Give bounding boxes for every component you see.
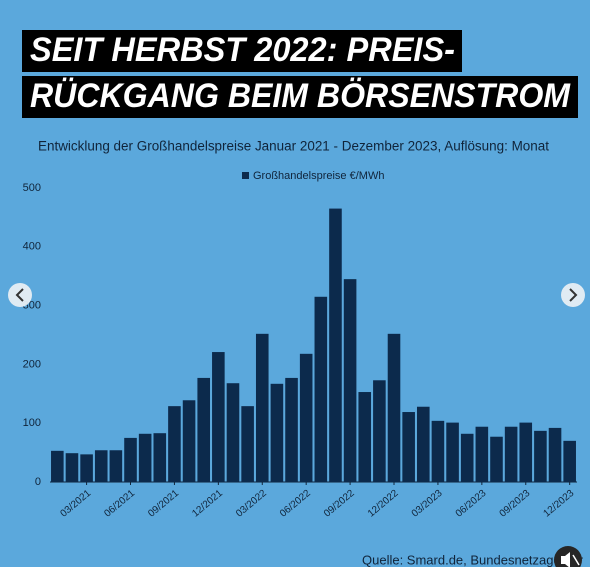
bar — [285, 377, 298, 482]
bar — [329, 208, 342, 482]
next-button[interactable] — [561, 283, 585, 307]
bar — [212, 352, 225, 482]
bar — [504, 426, 518, 482]
title-line: SEIT HERBST 2022: PREIS- — [30, 31, 455, 69]
bar — [65, 453, 79, 482]
title-box — [22, 76, 578, 118]
bar — [80, 454, 93, 482]
y-tick-label: 400 — [23, 241, 41, 253]
bar — [138, 433, 152, 482]
legend-swatch — [242, 172, 249, 179]
bar — [460, 433, 474, 482]
bar — [490, 436, 503, 482]
bar — [563, 440, 576, 482]
title-box — [22, 30, 462, 72]
bar — [373, 380, 386, 482]
bar — [314, 296, 328, 482]
bar — [255, 333, 269, 482]
bar — [94, 450, 108, 482]
y-tick-label: 100 — [23, 417, 41, 429]
prev-button[interactable] — [8, 283, 32, 307]
bar — [124, 437, 137, 482]
y-tick-label: 200 — [23, 358, 41, 370]
bar — [299, 353, 313, 482]
bar — [270, 383, 284, 482]
bar — [402, 412, 415, 482]
bar — [109, 450, 123, 482]
title-line: RÜCKGANG BEIM BÖRSENSTROM — [30, 77, 571, 115]
bar — [387, 333, 401, 482]
source: Quelle: Smard.de, Bundesnetzagentur — [362, 552, 584, 567]
bar — [475, 426, 489, 482]
bar — [241, 406, 254, 482]
bar — [534, 430, 547, 482]
y-tick-label: 0 — [35, 476, 41, 488]
legend-label: Großhandelspreise €/MWh — [253, 170, 384, 182]
bar — [416, 406, 430, 482]
subtitle: Entwicklung der Großhandelspreise Januar… — [38, 139, 549, 154]
bar — [182, 400, 196, 482]
bar — [197, 377, 211, 482]
bar — [548, 427, 562, 482]
bar — [168, 406, 181, 482]
bar — [358, 392, 372, 482]
bar — [519, 422, 533, 482]
bar — [343, 279, 357, 482]
bar — [446, 422, 459, 482]
bar — [51, 450, 64, 482]
bar — [226, 383, 240, 482]
y-tick-label: 500 — [23, 182, 41, 194]
bar — [153, 433, 167, 482]
bar — [431, 420, 445, 482]
mute-button[interactable] — [554, 546, 582, 567]
